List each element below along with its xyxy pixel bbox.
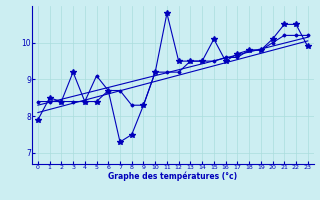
X-axis label: Graphe des températures (°c): Graphe des températures (°c) <box>108 171 237 181</box>
